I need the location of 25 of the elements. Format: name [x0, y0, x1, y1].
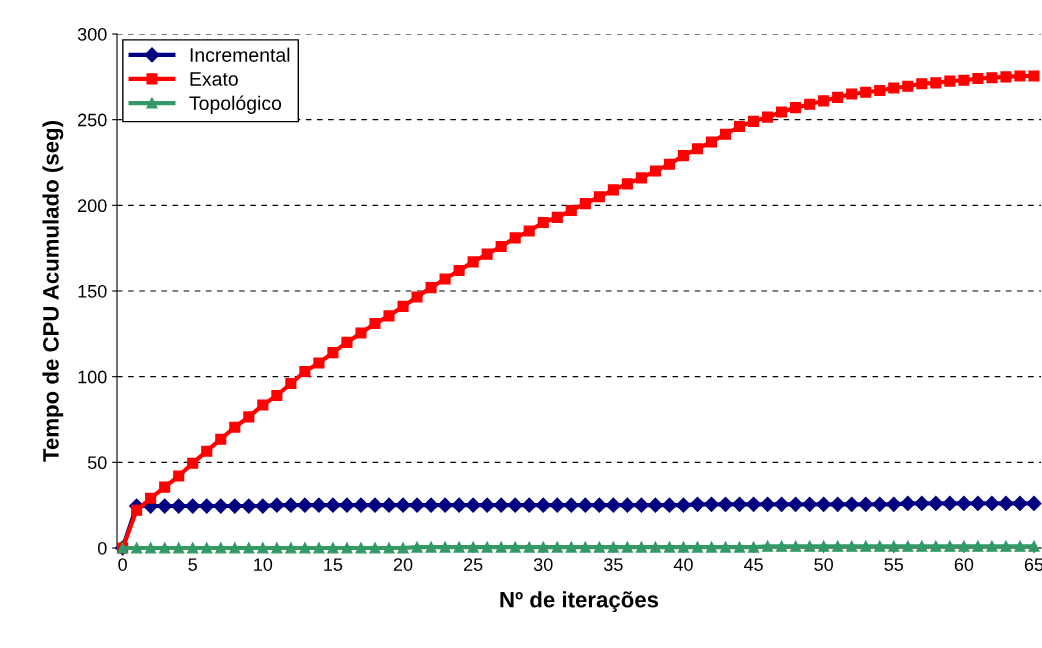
x-tick-label: 0 — [118, 558, 127, 571]
legend-label: Incremental — [190, 47, 290, 62]
x-tick-label: 35 — [604, 558, 623, 571]
x-axis-title: Nº de iterações — [500, 591, 659, 612]
x-tick-label: 30 — [533, 558, 553, 571]
y-tick-label: 150 — [78, 284, 107, 298]
y-tick-label: 50 — [87, 456, 107, 470]
y-tick-label: 250 — [78, 113, 107, 127]
x-tick-label: 15 — [324, 558, 343, 571]
x-tick-label: 5 — [188, 558, 197, 571]
y-tick-label: 100 — [78, 370, 107, 384]
x-tick-label: 40 — [673, 558, 693, 571]
x-tick-label: 50 — [814, 558, 834, 571]
x-tick-label: 55 — [884, 558, 904, 571]
y-tick-label: 200 — [78, 199, 107, 213]
y-tick-label: 300 — [77, 27, 107, 41]
legend-label: Topológico — [189, 95, 282, 114]
x-tick-label: 60 — [954, 558, 974, 571]
x-tick-label: 20 — [393, 558, 413, 571]
x-tick-label: 10 — [254, 558, 273, 571]
x-tick-label: 25 — [464, 558, 483, 571]
y-tick-label: 0 — [97, 541, 107, 555]
legend-label: Exato — [190, 72, 238, 86]
y-axis-title: Tempo de CPU Acumulado (seg) — [42, 121, 64, 462]
x-tick-label: 45 — [743, 558, 763, 571]
